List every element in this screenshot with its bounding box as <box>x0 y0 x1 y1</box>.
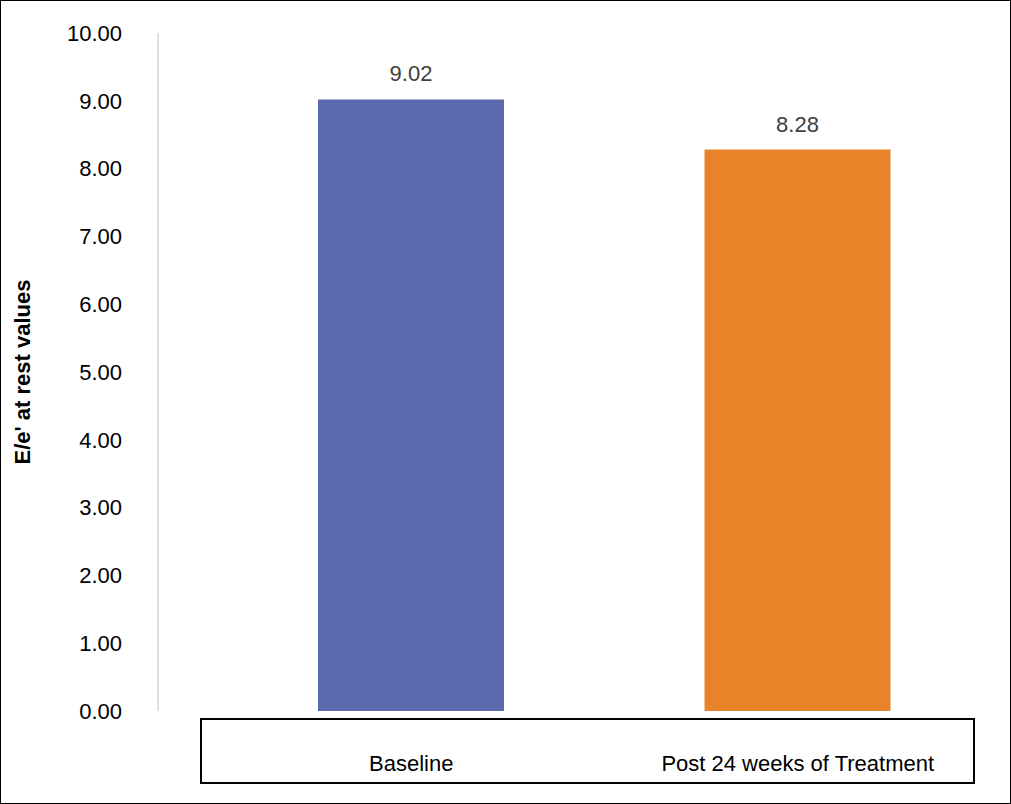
svg-text:E/e' at rest values: E/e' at rest values <box>10 279 35 464</box>
svg-text:8.00: 8.00 <box>79 156 122 181</box>
svg-text:10.00: 10.00 <box>67 21 122 46</box>
svg-text:9.00: 9.00 <box>79 89 122 114</box>
svg-text:9.02: 9.02 <box>390 61 433 86</box>
svg-text:4.00: 4.00 <box>79 428 122 453</box>
svg-text:Baseline: Baseline <box>369 751 453 776</box>
svg-text:5.00: 5.00 <box>79 360 122 385</box>
svg-text:Post 24 weeks of Treatment: Post 24 weeks of Treatment <box>661 751 934 776</box>
svg-text:0.00: 0.00 <box>79 699 122 724</box>
svg-text:2.00: 2.00 <box>79 563 122 588</box>
svg-text:1.00: 1.00 <box>79 631 122 656</box>
svg-text:8.28: 8.28 <box>776 112 819 137</box>
svg-text:3.00: 3.00 <box>79 495 122 520</box>
svg-text:6.00: 6.00 <box>79 292 122 317</box>
svg-text:7.00: 7.00 <box>79 224 122 249</box>
